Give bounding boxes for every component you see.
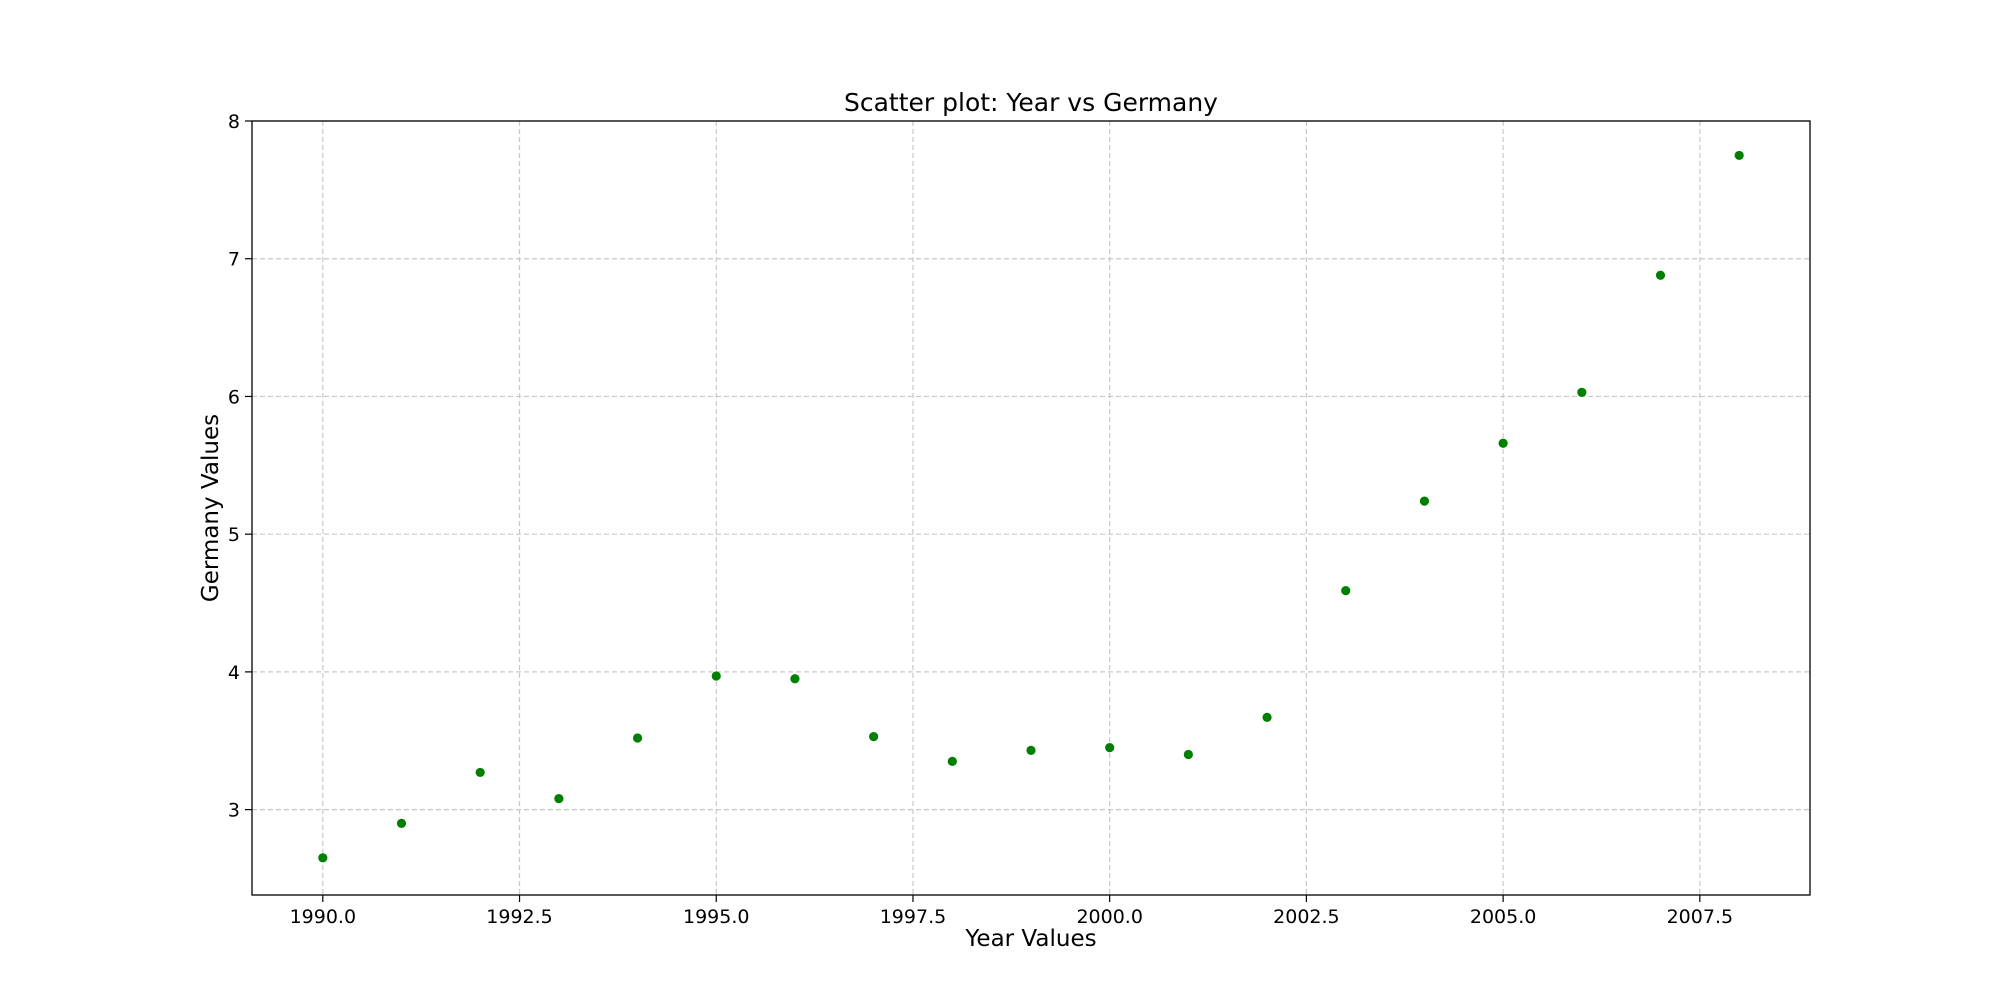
data-point xyxy=(318,853,328,863)
data-point xyxy=(1105,743,1115,753)
axis-ticks: 1990.0 1992.5 1995.0 1997.5 2000.0 2002.5 2005… xyxy=(228,111,1733,928)
y-tick-label: 6 xyxy=(228,386,240,408)
data-point xyxy=(1026,745,1036,755)
data-point xyxy=(1341,586,1351,596)
data-point xyxy=(554,793,564,804)
data-point xyxy=(947,756,957,767)
x-tick-label: 2007.5 xyxy=(1667,906,1733,928)
data-point xyxy=(475,767,485,778)
y-axis-label: Germany Values xyxy=(198,414,224,602)
data-point xyxy=(1577,387,1587,397)
y-tick-label: 4 xyxy=(228,662,240,684)
x-tick-label: 1992.5 xyxy=(486,906,552,928)
data-point xyxy=(396,818,407,828)
y-tick-label: 5 xyxy=(228,524,240,546)
data-point xyxy=(790,674,800,684)
chart-title: Scatter plot: Year vs Germany xyxy=(844,88,1218,117)
y-tick-label: 8 xyxy=(228,111,240,133)
y-tick-label: 3 xyxy=(228,800,240,822)
plot-area-frame xyxy=(251,120,1811,896)
x-tick-label: 1995.0 xyxy=(683,906,749,928)
data-point xyxy=(1655,270,1666,280)
x-tick-label: 2005.0 xyxy=(1470,906,1536,928)
x-axis-label: Year Values xyxy=(964,926,1096,952)
data-point xyxy=(1419,496,1430,506)
data-point xyxy=(1183,749,1193,760)
data-point xyxy=(1498,438,1508,448)
x-tick-label: 2000.0 xyxy=(1076,906,1142,928)
data-point xyxy=(869,732,879,742)
data-point xyxy=(632,733,643,743)
data-point xyxy=(711,671,721,681)
x-tick-label: 1997.5 xyxy=(880,906,946,928)
x-tick-label: 2002.5 xyxy=(1273,906,1339,928)
data-points xyxy=(318,150,1744,863)
data-point xyxy=(1734,150,1744,161)
grid xyxy=(252,120,1810,895)
x-tick-label: 1990.0 xyxy=(290,906,356,928)
data-point xyxy=(1262,712,1272,722)
y-tick-label: 7 xyxy=(228,249,240,271)
